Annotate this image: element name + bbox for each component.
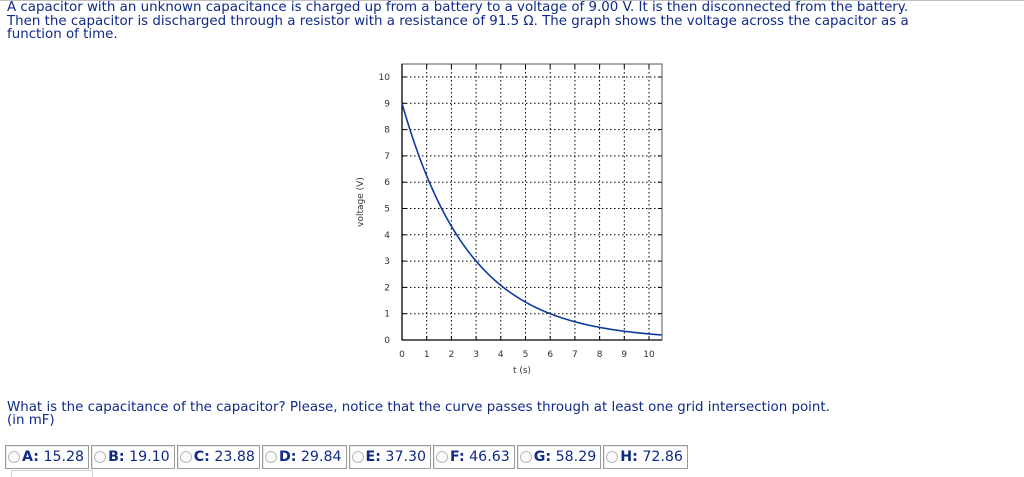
question: What is the capacitance of the capacitor… — [7, 400, 830, 428]
x-tick-label: 7 — [572, 350, 578, 360]
choice-value: 58.29 — [555, 449, 597, 465]
choice-letter: H: — [620, 449, 638, 465]
top-border — [0, 0, 1024, 1]
y-tick-label: 2 — [384, 283, 390, 293]
choice-letter: A: — [22, 449, 39, 465]
choice-d[interactable]: D: 29.84 — [261, 445, 347, 469]
x-tick-label: 2 — [449, 350, 455, 360]
choice-value: 37.30 — [385, 449, 427, 465]
question-line-1: What is the capacitance of the capacitor… — [7, 400, 830, 415]
x-tick-label: 5 — [523, 350, 529, 360]
plot-frame — [401, 63, 663, 341]
choice-f[interactable]: F: 46.63 — [433, 445, 515, 469]
radio-icon[interactable] — [436, 451, 449, 463]
radio-icon[interactable] — [8, 451, 20, 463]
y-tick-label: 9 — [384, 99, 390, 109]
choice-value: 19.10 — [129, 449, 170, 465]
choice-letter: B: — [108, 449, 125, 465]
partial-input-box[interactable] — [11, 470, 93, 477]
x-tick-label: 0 — [399, 350, 405, 360]
voltage-curve — [401, 103, 662, 336]
problem-line-2: Then the capacitor is discharged through… — [7, 13, 909, 29]
choice-g[interactable]: G: 58.29 — [516, 445, 602, 469]
y-tick-label: 6 — [384, 178, 390, 188]
radio-icon[interactable] — [351, 451, 364, 463]
radio-icon[interactable] — [179, 451, 192, 463]
x-tick-label: 8 — [597, 350, 603, 360]
choice-value: 72.86 — [642, 449, 683, 465]
choice-c[interactable]: C: 23.88 — [176, 445, 260, 469]
voltage-time-chart: 0 1 2 3 4 5 6 7 8 9 10 0 1 2 3 4 5 6 7 8 9 10 t (s) voltage (V) — [340, 60, 680, 390]
bottom-partial-bar — [5, 470, 825, 477]
choice-letter: G: — [533, 449, 552, 465]
problem-statement: A capacitor with an unknown capacitance … — [7, 1, 1022, 42]
y-tick-label: 0 — [384, 336, 390, 346]
radio-icon[interactable] — [606, 451, 619, 463]
x-tick-label: 9 — [621, 350, 627, 360]
y-tick-label: 7 — [384, 152, 390, 162]
question-units: (in mF) — [7, 412, 55, 428]
choice-letter: D: — [278, 449, 297, 465]
choice-value: 29.84 — [300, 449, 342, 465]
y-tick-label: 3 — [384, 257, 390, 267]
choice-value: 46.63 — [469, 449, 510, 465]
problem-line-1: A capacitor with an unknown capacitance … — [7, 0, 909, 15]
x-axis-label: t (s) — [513, 366, 531, 376]
x-tick-label: 6 — [547, 350, 553, 360]
choice-b[interactable]: B: 19.10 — [91, 445, 175, 469]
choice-value: 15.28 — [43, 449, 85, 465]
radio-icon[interactable] — [94, 451, 107, 463]
choice-letter: E: — [365, 449, 381, 465]
x-tick-label: 4 — [498, 350, 504, 360]
problem-line-3: function of time. — [7, 27, 118, 42]
y-axis-label: voltage (V) — [356, 177, 366, 227]
y-tick-label: 10 — [379, 73, 391, 83]
choice-a[interactable]: A: 15.28 — [5, 445, 90, 469]
y-tick-label: 5 — [384, 205, 390, 215]
radio-icon[interactable] — [519, 451, 532, 463]
chart-svg: 0 1 2 3 4 5 6 7 8 9 10 0 1 2 3 4 5 6 7 8 9 10 t (s) voltage (V) — [356, 63, 663, 376]
choice-h[interactable]: H: 72.86 — [603, 445, 688, 469]
y-tick-label: 4 — [384, 231, 390, 241]
y-tick-label: 8 — [384, 126, 390, 136]
choice-value: 23.88 — [214, 449, 255, 465]
x-tick-label: 1 — [424, 350, 430, 360]
answer-choices: A: 15.28 B: 19.10 C: 23.88 D: 29.84 E: 3… — [5, 445, 690, 469]
y-tick-label: 1 — [384, 310, 390, 320]
x-tick-label: 10 — [643, 350, 655, 360]
radio-icon[interactable] — [264, 451, 277, 463]
choice-letter: F: — [450, 449, 465, 465]
choice-e[interactable]: E: 37.30 — [348, 445, 432, 469]
choice-letter: C: — [193, 449, 210, 465]
x-tick-label: 3 — [473, 350, 479, 360]
